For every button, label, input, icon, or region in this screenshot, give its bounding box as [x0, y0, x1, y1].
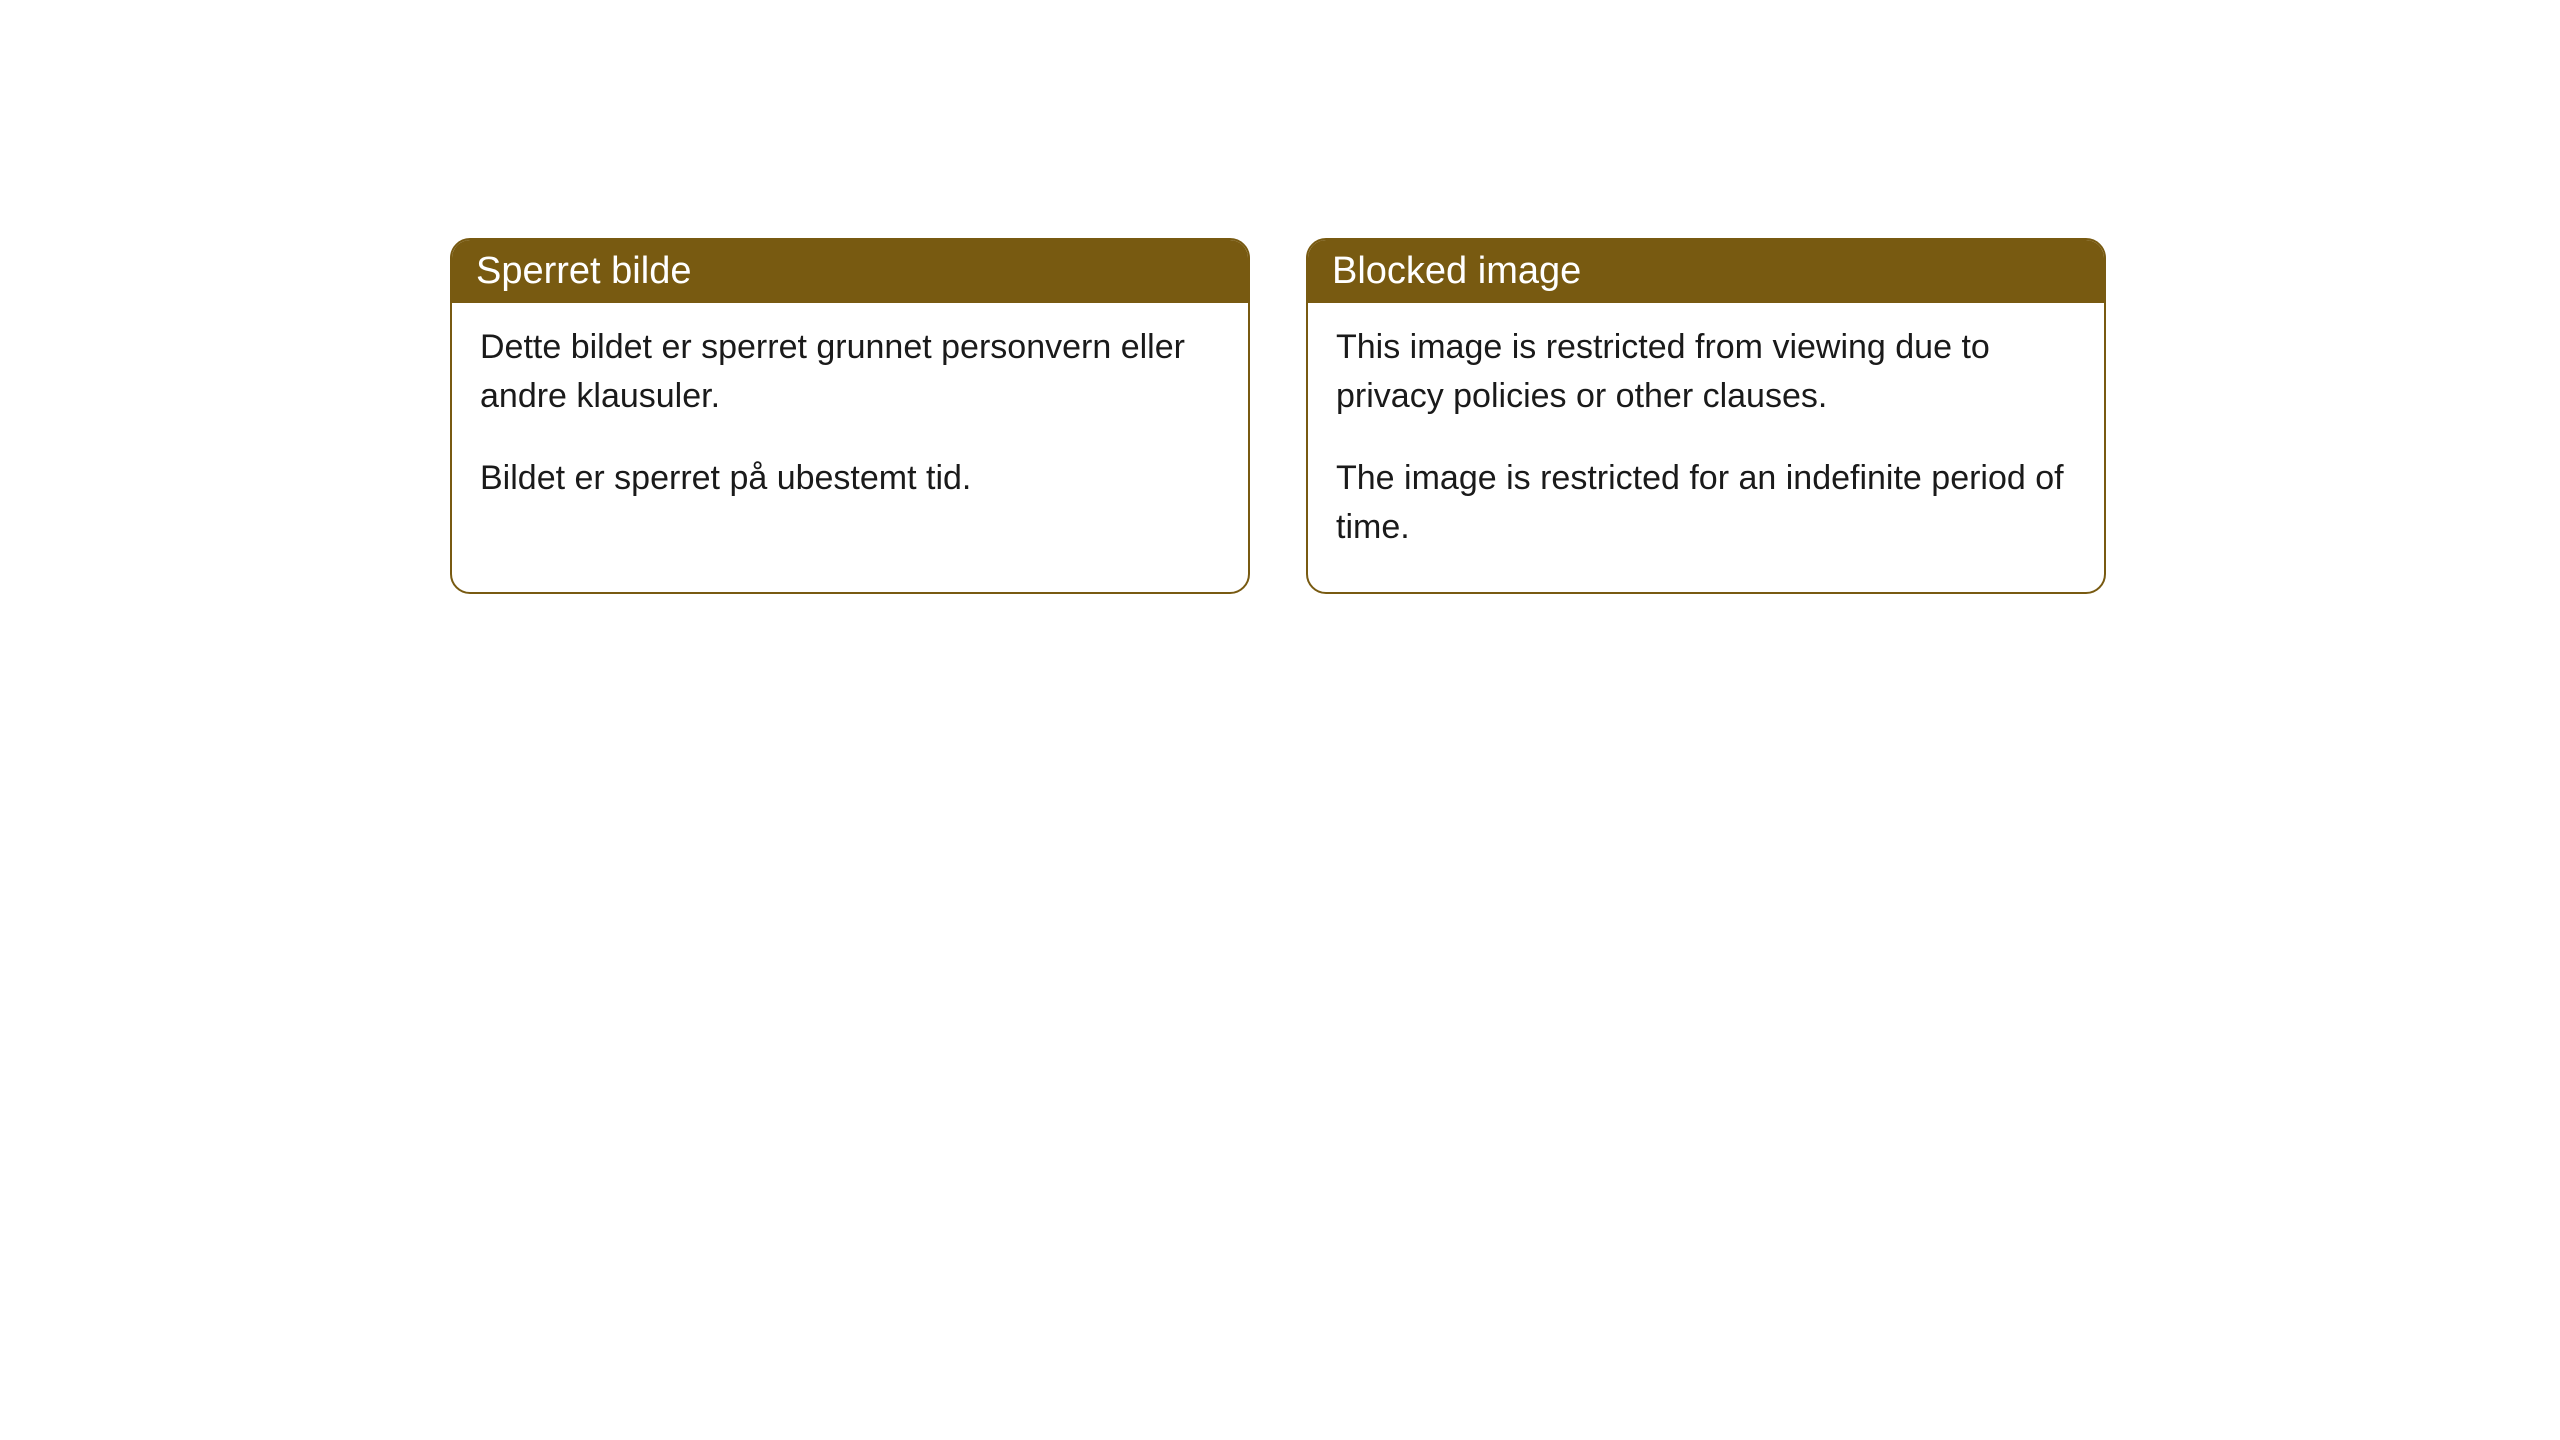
card-paragraph: Dette bildet er sperret grunnet personve… — [480, 323, 1220, 422]
card-body: Dette bildet er sperret grunnet personve… — [452, 303, 1248, 543]
card-title: Sperret bilde — [452, 240, 1248, 303]
card-title: Blocked image — [1308, 240, 2104, 303]
card-paragraph: The image is restricted for an indefinit… — [1336, 454, 2076, 553]
card-body: This image is restricted from viewing du… — [1308, 303, 2104, 592]
blocked-image-card-english: Blocked image This image is restricted f… — [1306, 238, 2106, 594]
card-paragraph: Bildet er sperret på ubestemt tid. — [480, 454, 1220, 503]
card-paragraph: This image is restricted from viewing du… — [1336, 323, 2076, 422]
notice-cards-container: Sperret bilde Dette bildet er sperret gr… — [450, 238, 2106, 594]
blocked-image-card-norwegian: Sperret bilde Dette bildet er sperret gr… — [450, 238, 1250, 594]
